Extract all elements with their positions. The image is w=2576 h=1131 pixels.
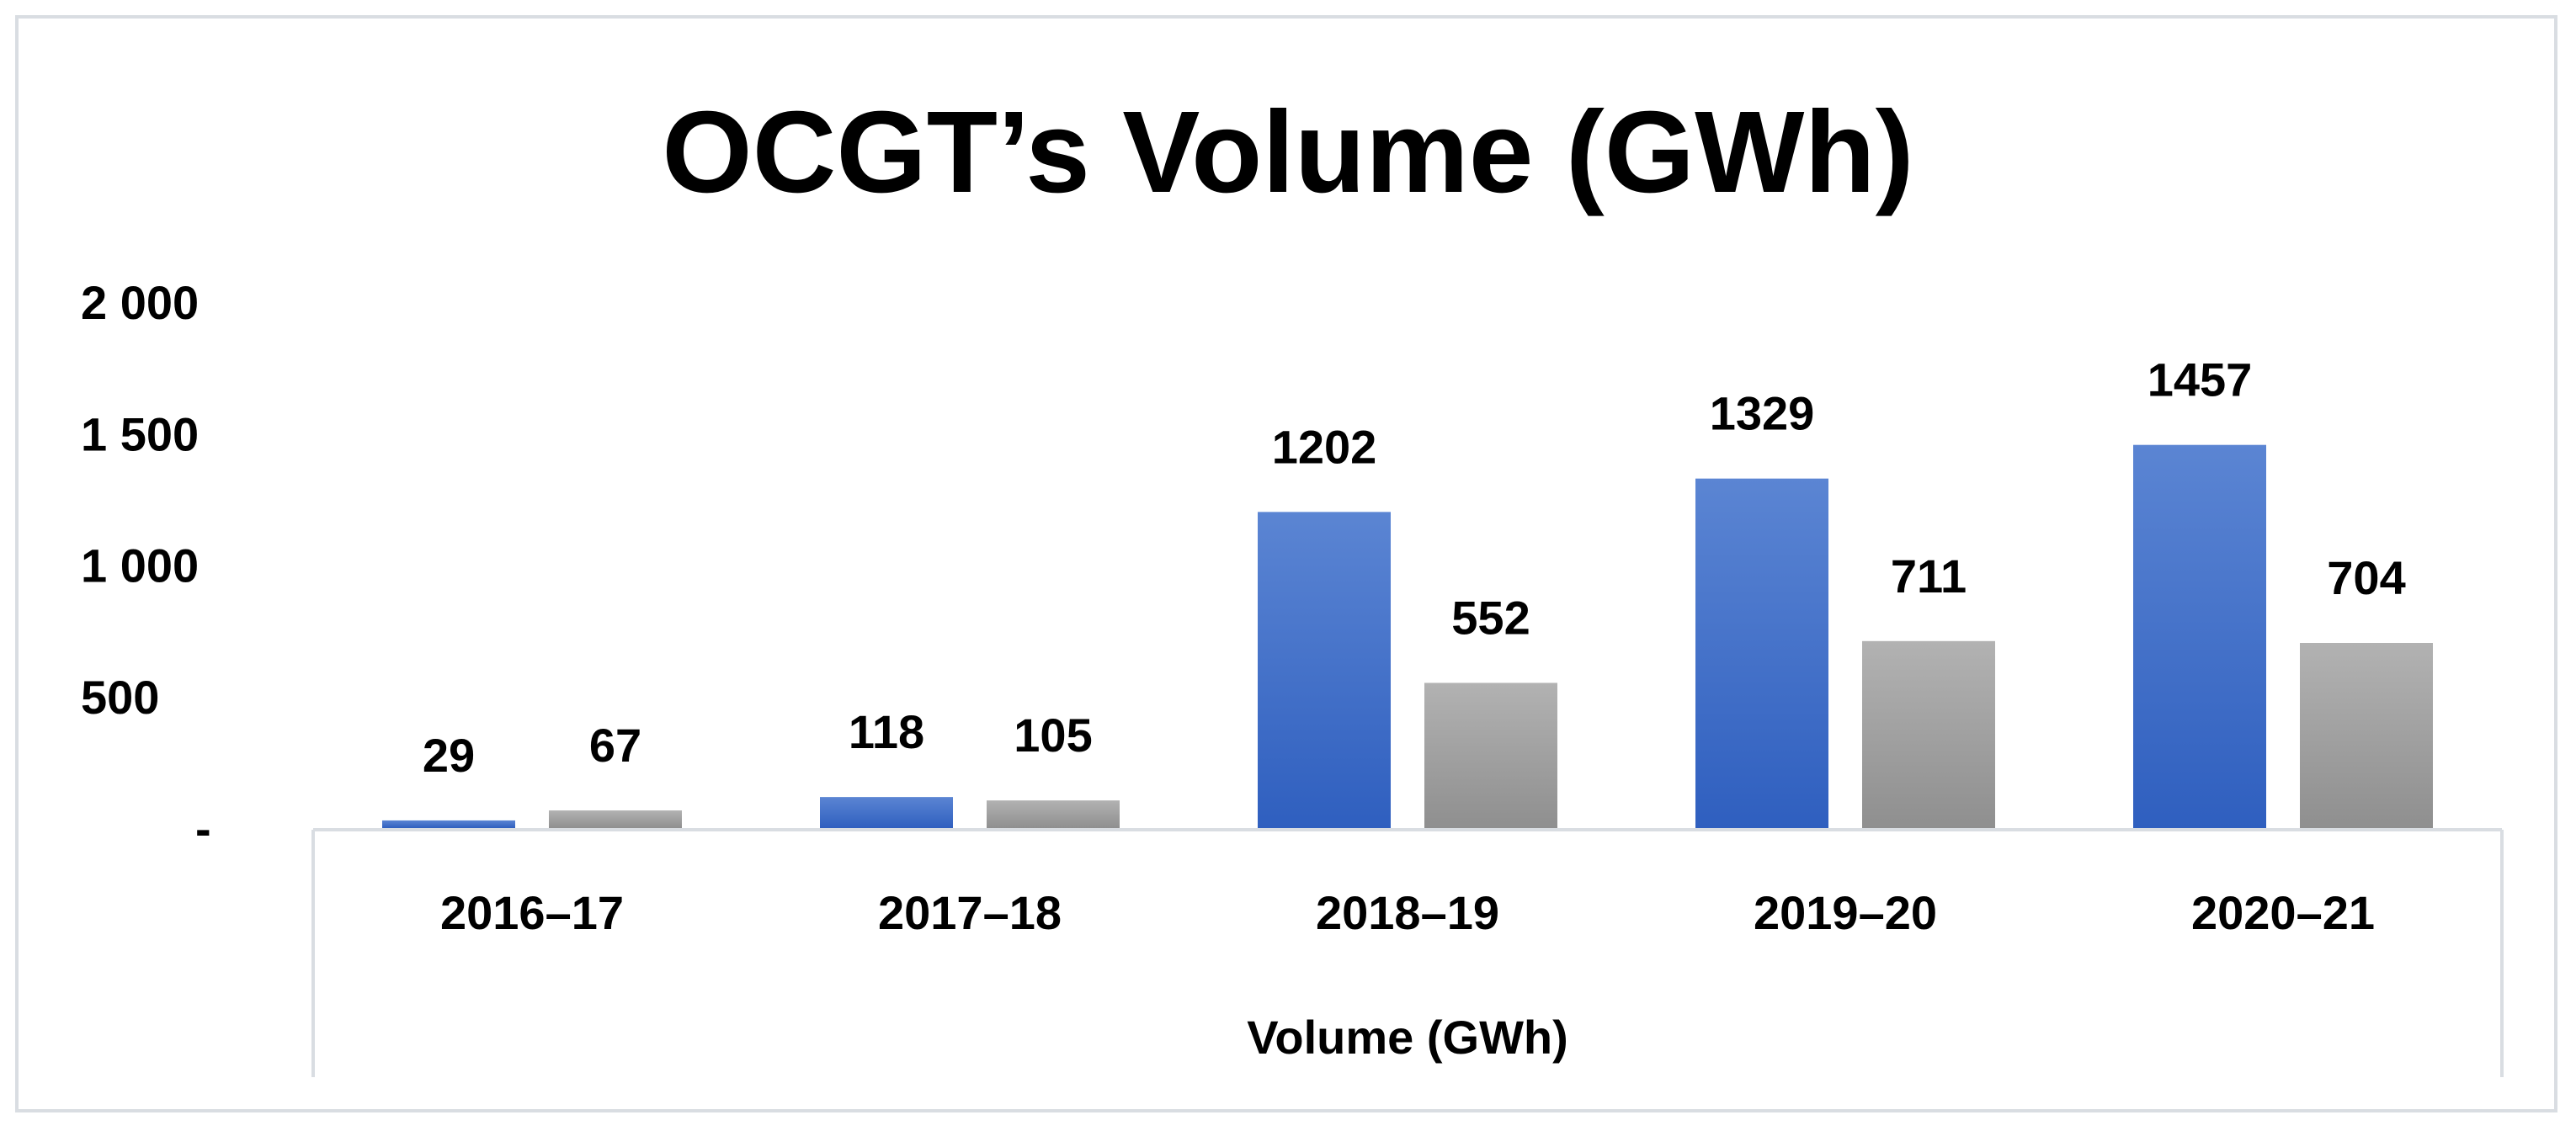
data-label: 711 <box>1891 550 1967 603</box>
data-label: 118 <box>849 705 924 758</box>
x-tick-label: 2019–20 <box>1754 886 1937 939</box>
y-tick-label: - <box>195 802 211 855</box>
x-axis-label: Volume (GWh) <box>1247 1011 1568 1064</box>
data-label: 29 <box>423 729 475 782</box>
data-label: 67 <box>589 719 641 772</box>
bar-series2-3 <box>1862 640 1995 828</box>
x-tick-label: 2020–21 <box>2191 886 2375 939</box>
x-tick-label: 2017–18 <box>878 886 1062 939</box>
bar-series1-1 <box>820 797 953 828</box>
data-label: 704 <box>2327 551 2405 604</box>
x-tick-label: 2016–17 <box>440 886 624 939</box>
y-tick-label: 2 000 <box>81 276 199 329</box>
bar-series1-0 <box>382 820 515 828</box>
x-axis-panel <box>311 828 2504 1077</box>
data-labels: 29 67 118 105 1202 552 1329 711 1457 704 <box>423 353 2406 782</box>
bar-series2-1 <box>987 800 1120 828</box>
data-label: 552 <box>1451 592 1530 645</box>
data-label: 105 <box>1014 709 1092 762</box>
data-label: 1202 <box>1272 420 1377 473</box>
bar-series2-2 <box>1424 682 1557 828</box>
x-tick-label: 2018–19 <box>1316 886 1499 939</box>
bar-series1-3 <box>1695 478 1828 828</box>
bar-series1-4 <box>2133 444 2266 828</box>
x-axis-categories: 2016–17 2017–18 2018–19 2019–20 2020–21 <box>440 886 2375 939</box>
data-label: 1329 <box>1710 387 1815 440</box>
bar-series2-0 <box>549 810 682 828</box>
data-label: 1457 <box>2148 353 2253 406</box>
chart-title: OCGT’s Volume (GWh) <box>662 88 1913 217</box>
bar-series1-2 <box>1258 512 1391 828</box>
y-tick-label: 1 000 <box>81 539 199 592</box>
bars <box>382 444 2433 828</box>
y-axis-ticks: - 500 1 000 1 500 2 000 <box>81 276 211 855</box>
y-tick-label: 500 <box>81 671 159 724</box>
bar-series2-4 <box>2300 643 2433 828</box>
y-tick-label: 1 500 <box>81 407 199 460</box>
